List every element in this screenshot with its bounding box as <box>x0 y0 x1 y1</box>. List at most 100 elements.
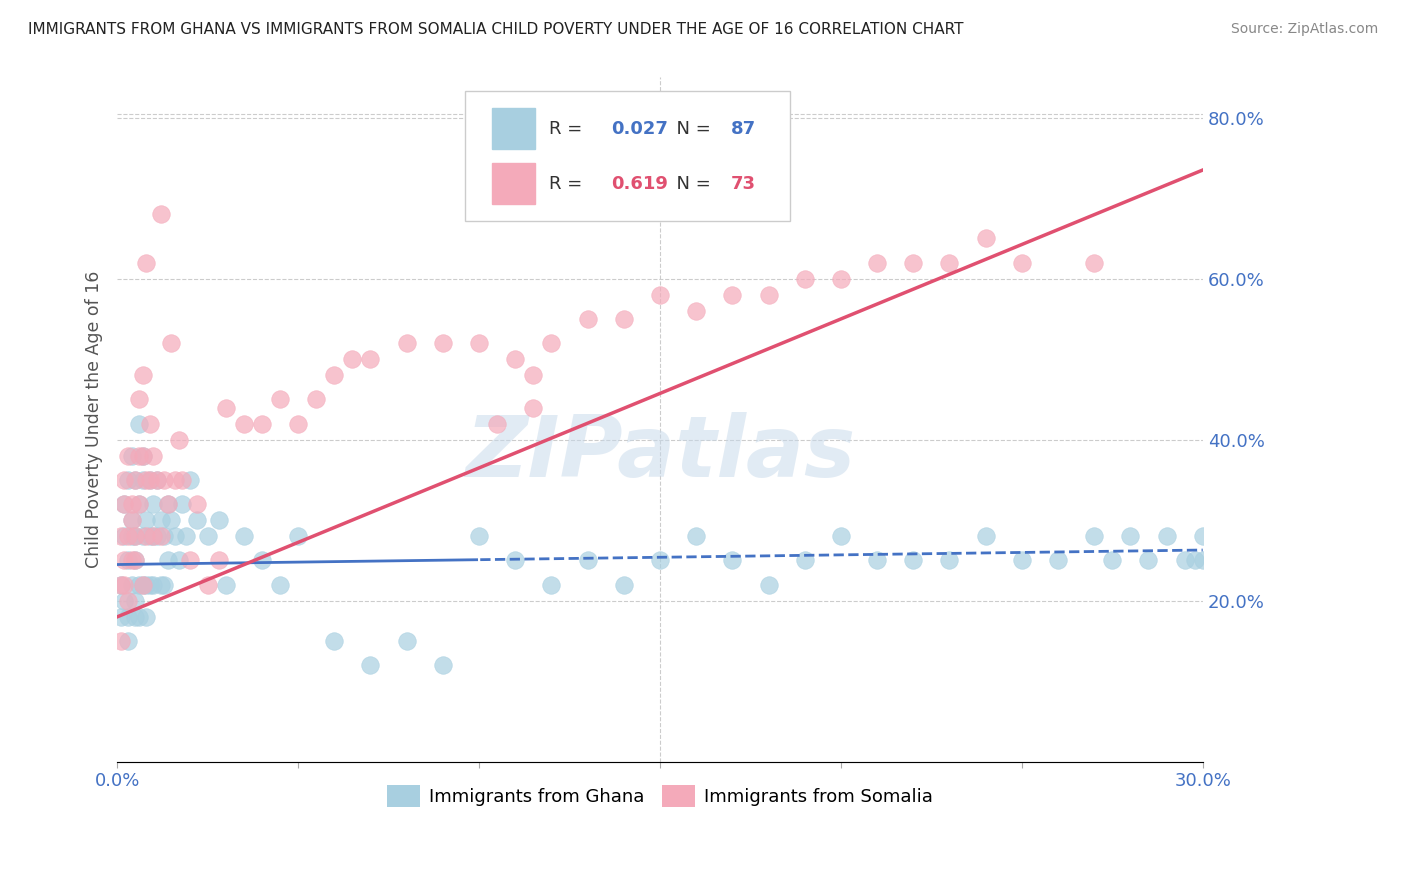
Point <box>131 449 153 463</box>
Point <box>112 497 135 511</box>
Point <box>117 529 139 543</box>
Point <box>146 473 169 487</box>
Point <box>186 497 208 511</box>
Point <box>117 634 139 648</box>
Bar <box>492 163 536 204</box>
Text: R =: R = <box>550 175 588 193</box>
Point <box>974 529 997 543</box>
Point <box>149 529 172 543</box>
Point <box>124 553 146 567</box>
Point <box>758 288 780 302</box>
Point <box>124 529 146 543</box>
Point <box>112 529 135 543</box>
Point <box>207 513 229 527</box>
Point <box>135 577 157 591</box>
Point <box>186 513 208 527</box>
Point <box>1083 529 1105 543</box>
Point <box>110 634 132 648</box>
Point <box>121 553 143 567</box>
Point <box>1011 255 1033 269</box>
Point <box>167 433 190 447</box>
Point <box>110 529 132 543</box>
Point <box>232 529 254 543</box>
Point <box>648 288 671 302</box>
Point <box>110 577 132 591</box>
Point <box>142 529 165 543</box>
Point <box>156 553 179 567</box>
Point <box>160 513 183 527</box>
Text: 73: 73 <box>731 175 755 193</box>
Text: 0.027: 0.027 <box>612 120 668 137</box>
Point <box>342 352 364 367</box>
Point <box>167 553 190 567</box>
Point <box>142 497 165 511</box>
Point <box>149 513 172 527</box>
Point <box>1046 553 1069 567</box>
Point <box>117 553 139 567</box>
Point <box>232 417 254 431</box>
Point <box>124 593 146 607</box>
Point <box>1156 529 1178 543</box>
Point <box>287 417 309 431</box>
Point <box>685 304 707 318</box>
Point <box>131 473 153 487</box>
Point <box>540 577 562 591</box>
Point <box>793 271 815 285</box>
Point <box>121 449 143 463</box>
Y-axis label: Child Poverty Under the Age of 16: Child Poverty Under the Age of 16 <box>86 271 103 568</box>
Point <box>117 593 139 607</box>
Point <box>165 529 187 543</box>
Point <box>124 553 146 567</box>
Point <box>359 658 381 673</box>
Point <box>522 368 544 383</box>
Point <box>1174 553 1197 567</box>
Point <box>110 577 132 591</box>
Point <box>576 312 599 326</box>
Point <box>128 417 150 431</box>
Point <box>1191 529 1213 543</box>
Point <box>866 255 889 269</box>
Point <box>142 529 165 543</box>
FancyBboxPatch shape <box>464 91 790 221</box>
Point <box>432 336 454 351</box>
Point <box>131 577 153 591</box>
Point <box>540 336 562 351</box>
Point <box>153 473 176 487</box>
Point <box>124 473 146 487</box>
Point <box>207 553 229 567</box>
Point <box>121 513 143 527</box>
Point <box>1083 255 1105 269</box>
Point <box>721 288 744 302</box>
Point <box>121 497 143 511</box>
Point <box>250 553 273 567</box>
Point <box>305 392 328 407</box>
Point <box>1011 553 1033 567</box>
Point <box>830 529 852 543</box>
Point <box>395 634 418 648</box>
Point <box>323 634 346 648</box>
Point <box>131 368 153 383</box>
Point <box>112 577 135 591</box>
Point <box>179 473 201 487</box>
Point <box>110 610 132 624</box>
Point <box>287 529 309 543</box>
Point <box>250 417 273 431</box>
Point <box>117 473 139 487</box>
Point <box>1184 553 1206 567</box>
Point <box>139 473 162 487</box>
Point <box>139 417 162 431</box>
Point <box>128 392 150 407</box>
Text: Source: ZipAtlas.com: Source: ZipAtlas.com <box>1230 22 1378 37</box>
Point <box>938 255 960 269</box>
Point <box>142 449 165 463</box>
Point <box>121 577 143 591</box>
Text: ZIPatlas: ZIPatlas <box>465 412 855 495</box>
Point <box>131 577 153 591</box>
Point <box>131 449 153 463</box>
Point <box>685 529 707 543</box>
Point <box>215 401 238 415</box>
Point <box>432 658 454 673</box>
Point <box>112 553 135 567</box>
Point <box>135 473 157 487</box>
Point <box>269 577 291 591</box>
